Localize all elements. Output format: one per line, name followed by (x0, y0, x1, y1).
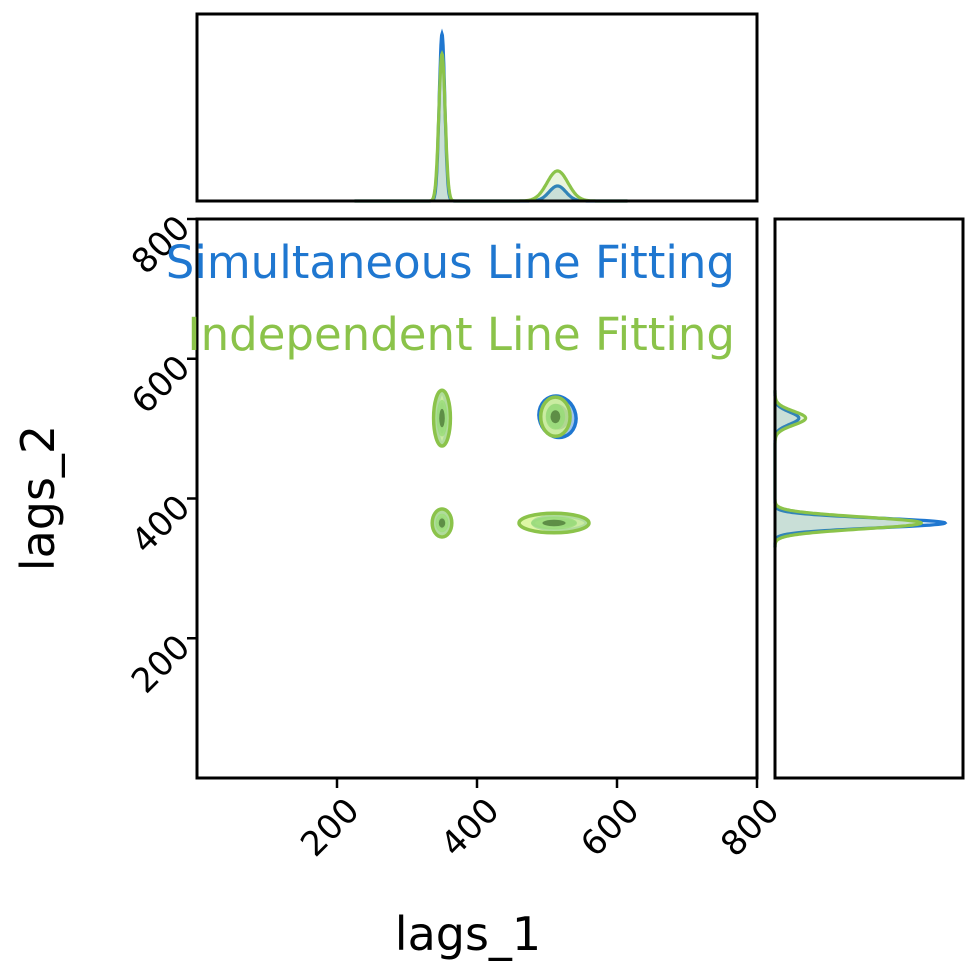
x-axis-label: lags_1 (395, 907, 541, 961)
x-tick-label: 400 (433, 791, 507, 865)
x-tick-label: 200 (293, 791, 367, 865)
marginal-x-line-independent (354, 50, 628, 203)
x-tick-label: 600 (573, 791, 647, 865)
contour-independent-blob-2-level-2 (542, 519, 566, 527)
contour-independent-blob-3-level-2 (550, 410, 561, 424)
legend-entry-simultaneous: Simultaneous Line Fitting (166, 236, 735, 289)
marginal-x-line-simultaneous (354, 28, 628, 203)
marginal-y-fill-independent (775, 390, 922, 548)
contour-independent-blob-1-level-2 (439, 408, 445, 428)
joint-panel (430, 388, 591, 539)
contour-independent-blob-0-level-2 (438, 518, 446, 528)
marginal-x-fill-simultaneous (354, 34, 628, 201)
marginal-x-panel (354, 28, 628, 203)
marginal-x-frame (195, 12, 759, 203)
joint-frame (195, 217, 759, 780)
marginal-y-frame (773, 217, 965, 780)
legend-entry-independent: Independent Line Fitting (187, 308, 735, 361)
y-axis-label: lags_2 (11, 425, 65, 571)
marginal-x-fill-independent (354, 54, 628, 201)
marginal-y-panel (773, 390, 948, 548)
marginal-y-fill-simultaneous (775, 390, 945, 548)
x-tick-label: 800 (713, 791, 787, 865)
